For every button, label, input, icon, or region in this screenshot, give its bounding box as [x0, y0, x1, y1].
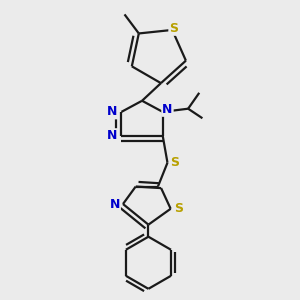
Text: N: N — [107, 129, 118, 142]
Text: N: N — [107, 105, 118, 119]
Text: N: N — [110, 197, 120, 211]
Text: S: S — [170, 156, 179, 169]
Text: N: N — [162, 103, 173, 116]
Text: S: S — [169, 22, 178, 35]
Text: S: S — [174, 202, 183, 215]
